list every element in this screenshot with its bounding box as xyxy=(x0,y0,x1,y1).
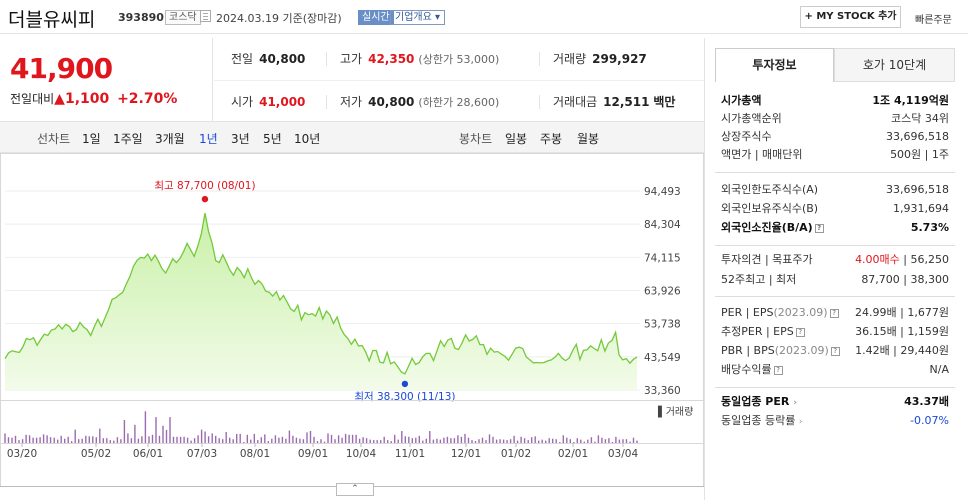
candle-chart-label: 봉차트 xyxy=(459,132,493,146)
y-tick-label: 84,304 xyxy=(644,219,681,231)
pbr-row: PBR | BPS(2023.09)? 1.42배 | 29,440원 xyxy=(721,344,949,357)
y-tick-label: 33,360 xyxy=(644,385,681,397)
help-icon[interactable]: ? xyxy=(814,224,824,233)
y-tick-label: 94,493 xyxy=(644,186,681,198)
candle-monthly[interactable]: 월봉 xyxy=(577,132,600,146)
investment-info-panel: 투자정보 호가 10단계 시가총액 1조 4,119억원 시가총액순위 코스닥 34… xyxy=(704,38,968,500)
y-tick-label: 53,738 xyxy=(644,319,681,331)
foreign-limit-row: 외국인한도주식수(A) 33,696,518 xyxy=(721,183,949,196)
period-1y[interactable]: 1년 xyxy=(199,132,218,146)
stat-high: 고가 42,350 (상한가 53,000) xyxy=(340,52,500,66)
x-tick-label: 03/04 xyxy=(608,448,639,460)
period-10y[interactable]: 10년 xyxy=(294,132,321,146)
period-3y[interactable]: 3년 xyxy=(231,132,250,146)
market-cap-row: 시가총액 1조 4,119억원 xyxy=(721,94,949,107)
price-chart[interactable]: 94,493 84,304 74,115 63,926 53,738 43,549 33,3… xyxy=(0,153,704,500)
x-tick-label: 02/01 xyxy=(558,448,588,460)
price-line xyxy=(4,212,638,375)
candle-weekly[interactable]: 주봉 xyxy=(540,132,563,146)
volume-legend: ▌거래량 xyxy=(657,405,693,418)
basis-date: 2024.03.19 기준(장마감) xyxy=(216,12,342,25)
change-amount: 1,100 xyxy=(64,91,110,107)
shares-row: 상장주식수 33,696,518 xyxy=(721,130,949,143)
x-tick-label: 06/01 xyxy=(133,448,163,460)
stat-prev: 전일 40,800 xyxy=(231,52,306,66)
period-1d[interactable]: 1일 xyxy=(82,132,101,146)
x-tick-label: 01/02 xyxy=(501,448,531,460)
cap-rank-row: 시가총액순위 코스닥 34위 xyxy=(721,112,949,125)
help-icon[interactable]: ? xyxy=(829,309,839,318)
stat-amount: 거래대금 12,511 백만 xyxy=(553,95,676,109)
collapse-button[interactable]: ⌃ xyxy=(336,483,374,496)
help-icon[interactable]: ? xyxy=(795,328,805,337)
help-icon[interactable]: ? xyxy=(830,347,840,356)
x-tick-label: 03/20 xyxy=(7,448,37,460)
par-row: 액면가 | 매매단위 500원 | 1주 xyxy=(721,148,949,161)
up-arrow-icon: ▲ xyxy=(54,91,65,107)
price-summary: 41,900 전일대비▲1,100 +2.70% xyxy=(0,38,213,121)
chevron-right-icon: › xyxy=(798,417,803,427)
stat-open: 시가 41,000 xyxy=(231,95,306,109)
y-tick-label: 43,549 xyxy=(644,352,681,364)
sector-change-row[interactable]: 동일업종 등락률 › -0.07% xyxy=(721,414,949,427)
dividend-row: 배당수익률? N/A xyxy=(721,363,949,376)
y-tick-label: 74,115 xyxy=(644,252,681,264)
change-label: 전일대비 xyxy=(10,92,55,106)
quick-order-button[interactable]: 빠른주문 xyxy=(915,15,952,26)
low-annotation: 최저 38,300 (11/13) xyxy=(354,391,455,403)
company-overview-select[interactable]: 기업개요 ▾ xyxy=(390,10,446,25)
x-tick-label: 12/01 xyxy=(451,448,481,460)
line-chart-label: 선차트 xyxy=(37,132,71,146)
change-percent: +2.70% xyxy=(117,91,178,107)
price-change: 전일대비▲1,100 +2.70% xyxy=(10,90,177,107)
high-annotation: 최고 87,700 (08/01) xyxy=(154,180,255,192)
calendar-icon xyxy=(200,10,211,22)
stat-volume: 거래량 299,927 xyxy=(553,52,647,66)
stock-header: 더블유씨피 393890 코스닥 2024.03.19 기준(장마감) 실시간 … xyxy=(0,0,968,34)
period-5y[interactable]: 5년 xyxy=(263,132,282,146)
x-tick-label: 09/01 xyxy=(298,448,328,460)
chart-toolbar: 선차트 1일 1주일 3개월 1년 3년 5년 10년 봉차트 일봉 주봉 월봉 xyxy=(0,121,704,153)
help-icon[interactable]: ? xyxy=(773,366,783,375)
sector-per-row[interactable]: 동일업종 PER › 43.37배 xyxy=(721,395,949,408)
chevron-up-icon: ⌃ xyxy=(351,484,359,494)
high-marker xyxy=(201,195,209,203)
foreign-ratio-row: 외국인소진율(B/A)? 5.73% xyxy=(721,221,949,234)
stat-low: 저가 40,800 (하한가 28,600) xyxy=(340,95,500,109)
x-tick-label: 10/04 xyxy=(346,448,377,460)
x-tick-label: 05/02 xyxy=(81,448,111,460)
x-tick-label: 07/03 xyxy=(187,448,217,460)
x-tick-label: 11/01 xyxy=(395,448,425,460)
chevron-right-icon: › xyxy=(793,398,797,408)
candle-daily[interactable]: 일봉 xyxy=(505,132,528,146)
price-area xyxy=(5,213,637,390)
week52-row: 52주최고 | 최저 87,700 | 38,300 xyxy=(721,273,949,286)
foreign-hold-row: 외국인보유주식수(B) 1,931,694 xyxy=(721,202,949,215)
market-tag: 코스닥 xyxy=(165,10,201,25)
chevron-down-icon: ▾ xyxy=(435,12,441,23)
tab-investment-info[interactable]: 투자정보 xyxy=(715,48,834,82)
opinion-row: 투자의견 | 목표주가 4.00매수 | 56,250 xyxy=(721,253,949,266)
period-1w[interactable]: 1주일 xyxy=(113,132,143,146)
x-tick-label: 08/01 xyxy=(240,448,270,460)
est-per-row: 추정PER | EPS? 36.15배 | 1,159원 xyxy=(721,325,949,338)
current-price: 41,900 xyxy=(10,52,113,85)
tab-order-book[interactable]: 호가 10단계 xyxy=(834,48,955,82)
per-row: PER | EPS(2023.09)? 24.99배 | 1,677원 xyxy=(721,306,949,319)
realtime-badge[interactable]: 실시간 xyxy=(358,10,394,25)
stock-code: 393890 xyxy=(118,11,164,24)
low-marker xyxy=(401,380,409,388)
add-mystock-button[interactable]: + MY STOCK 추가 xyxy=(800,6,901,28)
stock-name: 더블유씨피 xyxy=(8,9,96,31)
period-3m[interactable]: 3개월 xyxy=(155,132,185,146)
y-tick-label: 63,926 xyxy=(644,286,681,298)
